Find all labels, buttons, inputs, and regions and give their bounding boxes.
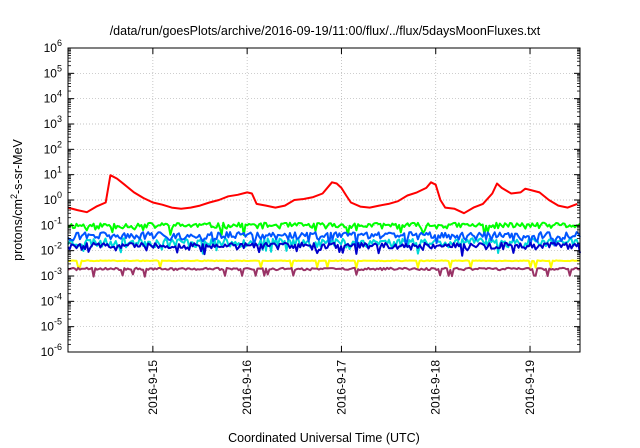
x-tick-label: 2016-9-16: [240, 360, 254, 415]
chart-title: /data/run/goesPlots/archive/2016-09-19/1…: [110, 24, 541, 38]
x-tick-label: 2016-9-18: [429, 360, 443, 415]
series-line-1: [67, 174, 578, 215]
x-tick-label: 2016-9-19: [523, 360, 537, 415]
y-tick-label: 101: [44, 165, 62, 182]
series-line-6: [67, 259, 581, 269]
x-tick-label: 2016-9-15: [146, 360, 160, 415]
y-tick-label: 10-4: [41, 291, 62, 308]
y-tick-label: 106: [44, 38, 62, 55]
y-tick-label: 100: [44, 190, 62, 207]
x-axis-title: Coordinated Universal Time (UTC): [228, 431, 420, 445]
y-tick-label: 103: [44, 114, 62, 131]
series-line-2: [67, 221, 581, 237]
y-tick-label: 10-2: [41, 241, 62, 258]
y-axis-title-units: -s-sr-MeV: [11, 138, 25, 194]
y-tick-label: 105: [44, 63, 62, 80]
x-tick-label: 2016-9-17: [334, 360, 348, 415]
series-line-4: [67, 231, 581, 248]
y-tick-label: 10-3: [41, 266, 62, 283]
y-axis-title-superscript: 2: [9, 194, 19, 199]
y-tick-label: 10-1: [41, 215, 62, 232]
y-tick-label: 10-5: [41, 317, 62, 334]
grid-lines: [68, 48, 580, 352]
y-tick-label: 102: [44, 139, 62, 156]
y-axis-title-main: protons/cm: [11, 199, 25, 261]
axis-ticks: [68, 47, 580, 353]
y-tick-label: 10-6: [41, 342, 62, 359]
y-axis-title: protons/cm2-s-sr-MeV: [9, 138, 25, 260]
data-series: [67, 174, 581, 278]
y-tick-labels: 10-6 10-5 10-4 10-3 10-2 10-1 100 101 102 103 104 1…: [41, 38, 62, 359]
series-line-7: [67, 266, 581, 278]
series-line-5: [67, 241, 581, 257]
x-tick-labels: 2016-9-15 2016-9-16 2016-9-17 2016-9-18 2016…: [146, 360, 537, 415]
y-tick-label: 104: [44, 89, 62, 106]
